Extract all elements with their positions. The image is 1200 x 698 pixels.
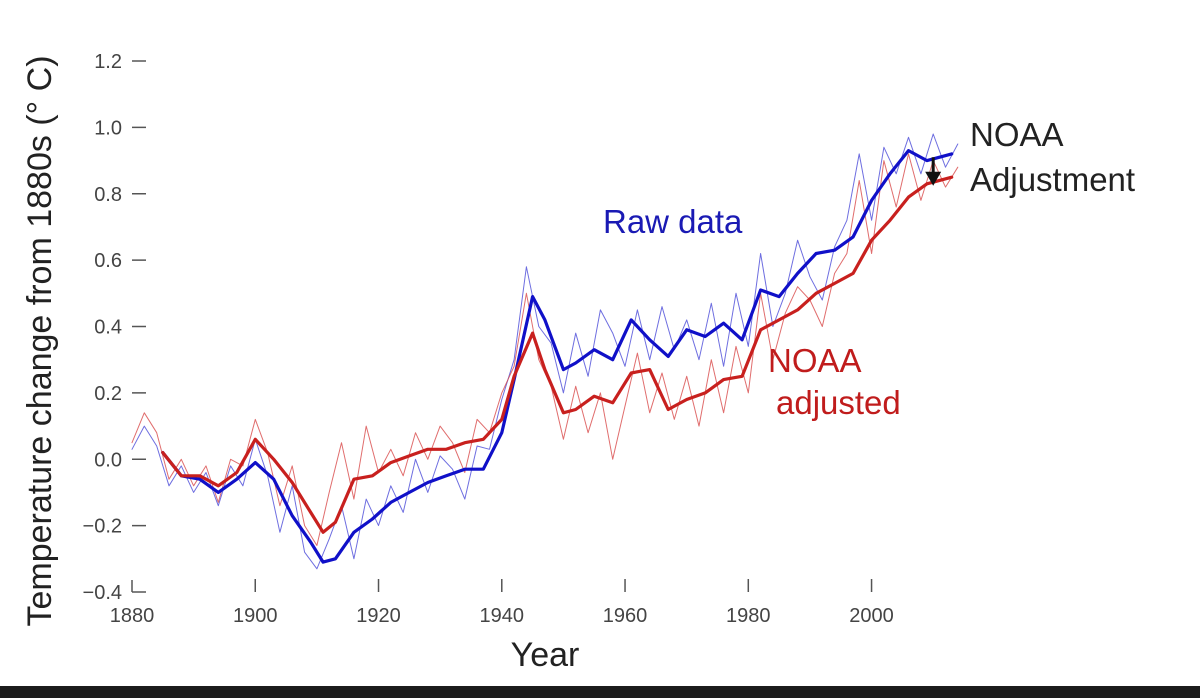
x-axis-label: Year: [511, 636, 580, 674]
x-tick-label: 1900: [233, 605, 278, 627]
x-tick-label: 1980: [726, 605, 771, 627]
x-tick-label: 1940: [480, 605, 525, 627]
series-line-raw-data: [161, 149, 954, 564]
x-tick-label: 1920: [356, 605, 401, 627]
y-tick-label: 0.6: [94, 250, 122, 272]
smoothed-series: [161, 149, 954, 564]
x-axis: 1880 1900 1920 1940 1960 1980 2000: [110, 579, 894, 627]
raw-data-label: Raw data: [603, 203, 743, 240]
y-tick-label: 0.2: [94, 383, 122, 405]
noaa-adjusted-label-line1: NOAA: [768, 342, 862, 379]
y-tick-label: −0.2: [83, 516, 122, 538]
noaa-adjusted-label-line2: adjusted: [776, 384, 901, 421]
y-tick-label: 0.8: [94, 184, 122, 206]
y-tick-label: 1.0: [94, 117, 122, 139]
series-line-noaa-adjusted: [161, 175, 954, 534]
x-tick-label: 2000: [849, 605, 894, 627]
y-axis-label: Temperature change from 1880s (° C): [21, 55, 59, 626]
noaa-adjustment-label-line1: NOAA: [970, 116, 1064, 153]
y-tick-label: 0.0: [94, 449, 122, 471]
y-tick-label: 1.2: [94, 51, 122, 73]
series-line-raw-data-annual: [131, 133, 959, 570]
y-tick-label: 0.4: [94, 317, 122, 339]
y-axis: −0.4 −0.2 0.0 0.2 0.4 0.6 0.8 1.0 1.2: [83, 51, 146, 604]
x-tick-label: 1960: [603, 605, 648, 627]
noaa-adjustment-label-line2: Adjustment: [970, 161, 1135, 198]
x-tick-label: 1880: [110, 605, 155, 627]
y-tick-label: −0.4: [83, 582, 122, 604]
bottom-edge-bar: [0, 686, 1200, 698]
adjustment-arrow-head: [925, 171, 942, 186]
annotations: Raw data NOAA adjusted NOAA Adjustment: [603, 116, 1135, 421]
